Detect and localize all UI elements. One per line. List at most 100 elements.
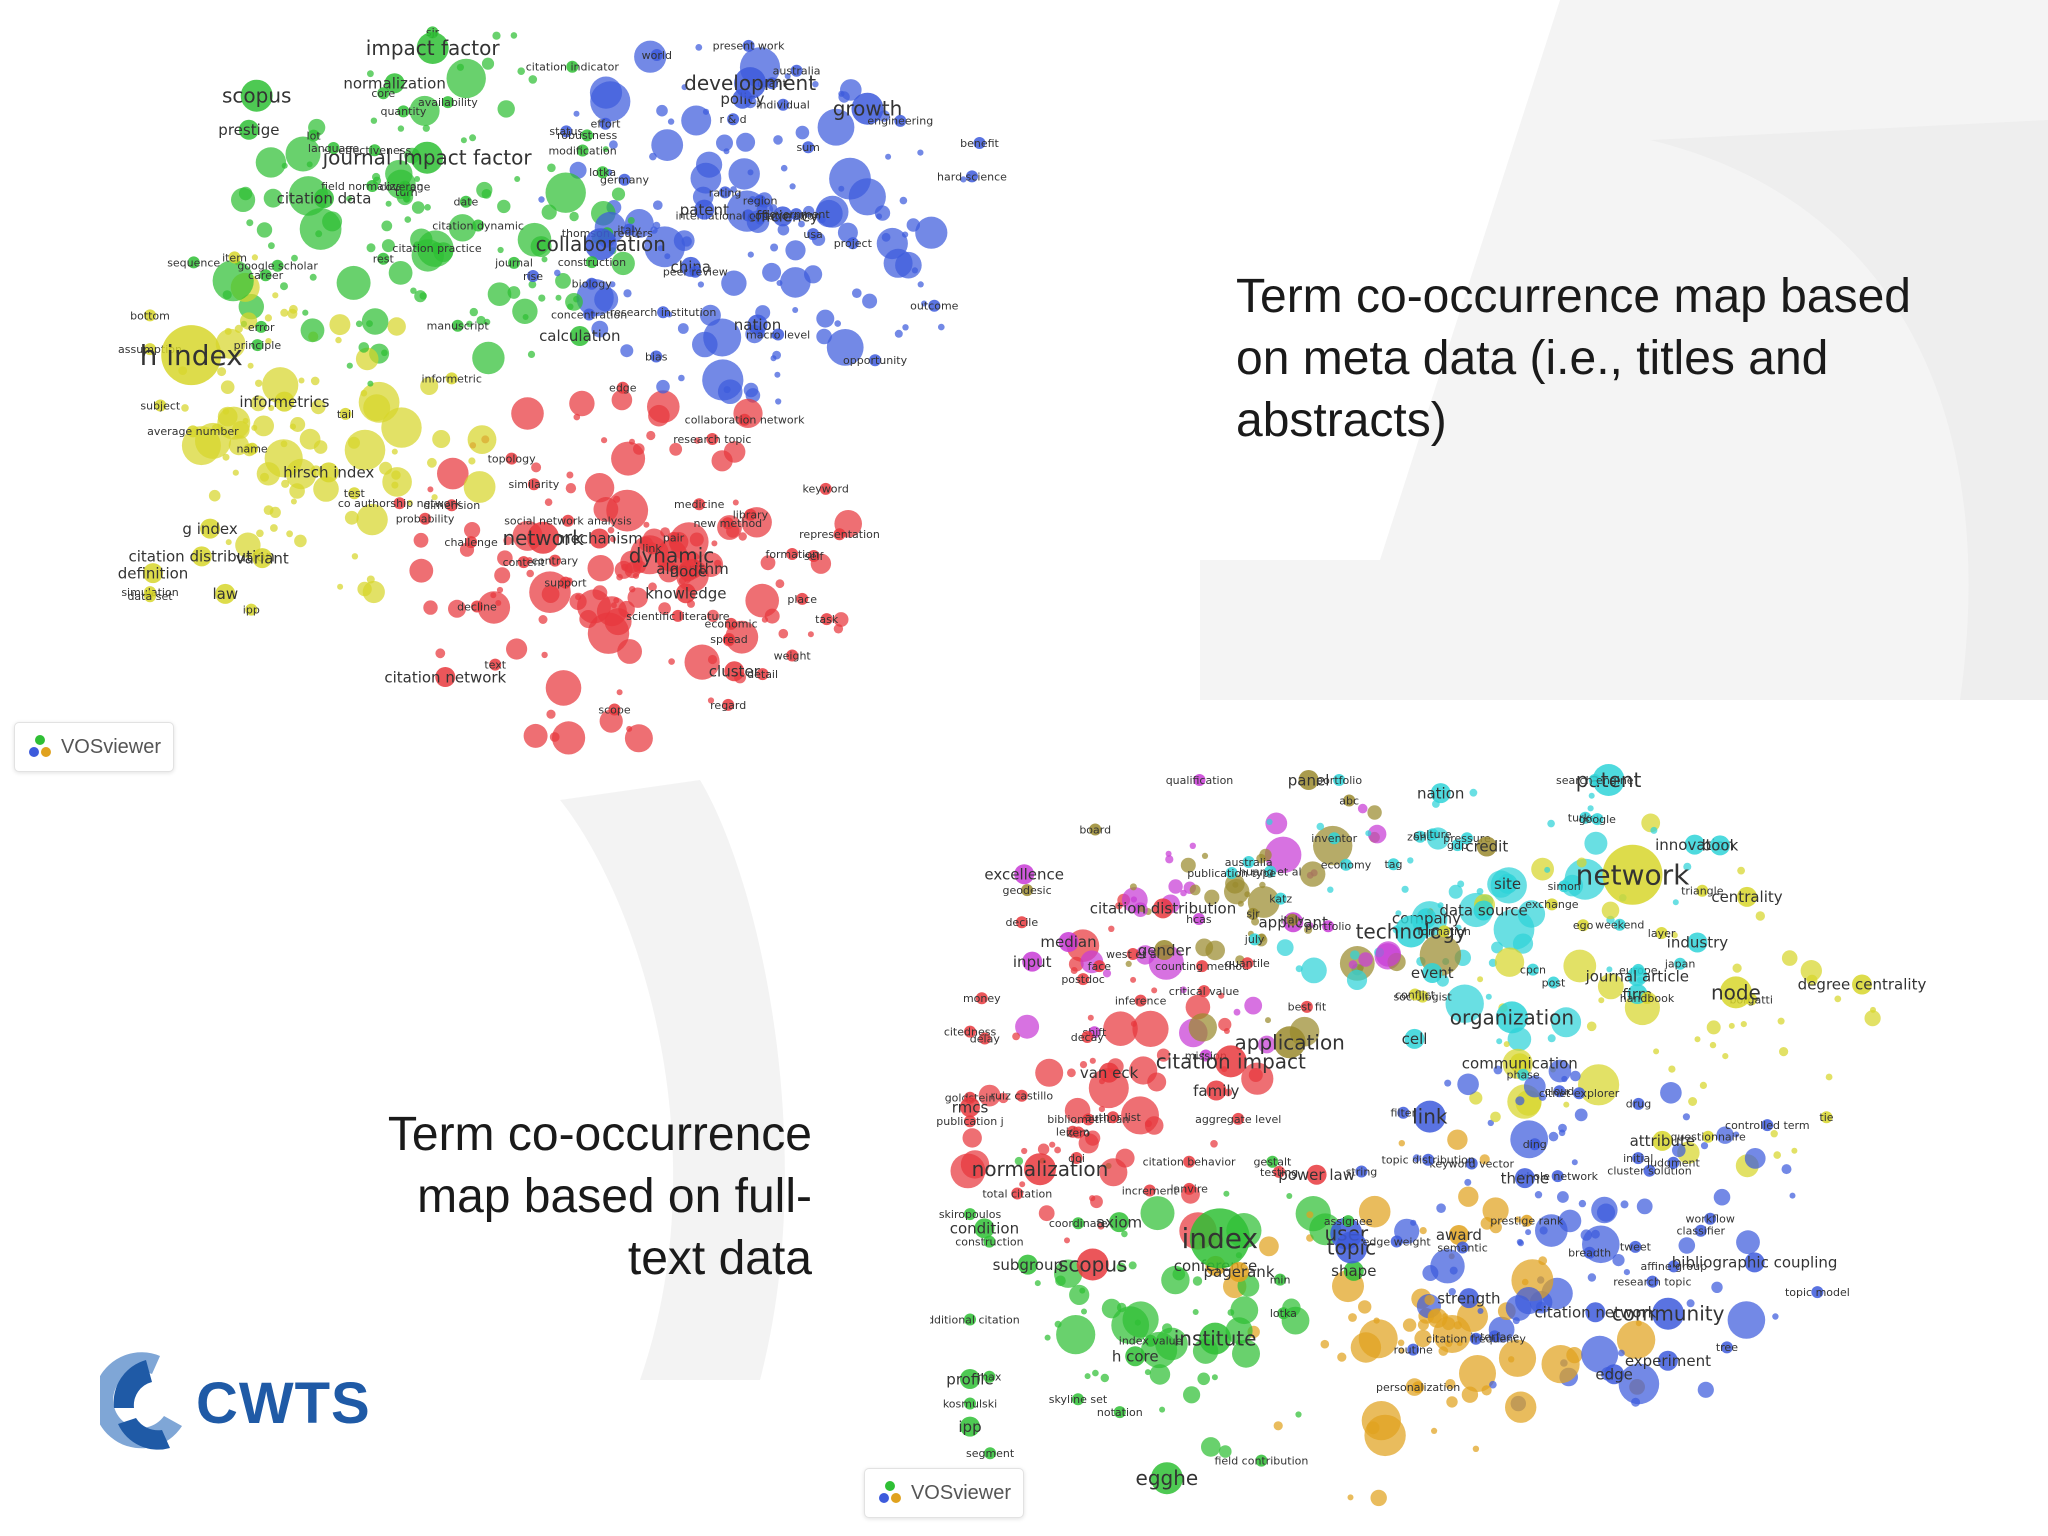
map-bubble xyxy=(1232,1339,1260,1368)
term-label: usa xyxy=(803,228,822,241)
map-bubble xyxy=(481,57,495,70)
map-bubble xyxy=(527,350,536,358)
term-bubble xyxy=(431,242,443,255)
map-bubble xyxy=(298,377,305,384)
term-label: west et al xyxy=(1106,948,1160,961)
term-label: nation xyxy=(734,316,781,334)
map-bubble xyxy=(1744,1148,1766,1169)
term-label: link xyxy=(642,542,662,555)
term-label: nation xyxy=(1417,784,1464,802)
term-bubble xyxy=(802,141,815,154)
map-bubble xyxy=(253,415,274,437)
term-label: core xyxy=(371,87,395,100)
map-bubble xyxy=(448,599,466,618)
map-bubble xyxy=(1034,1280,1041,1287)
map-bubble xyxy=(466,320,473,328)
map-bubble xyxy=(268,242,275,250)
map-bubble xyxy=(804,265,823,284)
term-bubble xyxy=(756,668,769,681)
map-bubble xyxy=(1487,1119,1494,1127)
map-bubble xyxy=(1115,902,1123,910)
map-bubble xyxy=(358,342,370,353)
term-label: journal impact factor xyxy=(322,146,533,170)
map-bubble xyxy=(611,251,635,276)
term-bubble xyxy=(964,1397,976,1410)
map-bubble xyxy=(497,550,513,566)
term-bubble xyxy=(964,1025,976,1038)
term-label: decile xyxy=(1005,916,1038,929)
map-bubble xyxy=(1653,1048,1660,1055)
term-bubble xyxy=(576,144,589,157)
term-label: panel xyxy=(1288,771,1330,789)
map-bubble xyxy=(366,575,375,584)
term-label: data set xyxy=(127,590,173,603)
map-bubble xyxy=(264,314,272,322)
term-bubble xyxy=(527,270,539,282)
term-bubble xyxy=(819,482,832,495)
term-label: lot xyxy=(307,129,322,142)
map-bubble xyxy=(1128,1261,1137,1270)
map-bubble xyxy=(361,308,389,335)
map-bubble xyxy=(1078,1133,1099,1154)
term-label: normalization xyxy=(972,1157,1109,1181)
term-bubble xyxy=(472,219,485,232)
map-bubble xyxy=(1055,1275,1066,1287)
term-bubble xyxy=(187,256,200,269)
map-bubble xyxy=(1102,969,1112,978)
term-label: content xyxy=(503,556,546,569)
term-bubble xyxy=(1704,1212,1717,1225)
map-bubble xyxy=(1551,1007,1582,1038)
term-label: index value xyxy=(1119,1335,1183,1348)
map-bubble xyxy=(634,40,667,73)
term-bubble xyxy=(846,237,859,250)
term-bubble xyxy=(1183,1182,1196,1195)
map-bubble xyxy=(300,318,325,343)
map-bubble xyxy=(385,160,413,188)
term-bubble xyxy=(251,339,264,352)
map-bubble xyxy=(1012,1032,1020,1041)
term-label: search engine xyxy=(1556,774,1634,787)
map-bubble xyxy=(397,125,405,132)
term-bubble xyxy=(1687,932,1708,953)
map-bubble xyxy=(1563,1101,1570,1108)
term-label: principle xyxy=(234,339,282,352)
map-bubble xyxy=(1358,952,1373,967)
map-bubble xyxy=(1130,896,1137,903)
term-bubble xyxy=(1206,1080,1227,1101)
term-label: event xyxy=(1411,964,1454,982)
map-bubble xyxy=(613,597,620,604)
term-label: social network analysis xyxy=(504,515,632,528)
map-bubble xyxy=(732,499,739,506)
map-bubble xyxy=(1770,1130,1778,1138)
term-bubble xyxy=(1274,892,1287,905)
term-label: concentration xyxy=(551,308,627,321)
map-bubble xyxy=(778,628,789,639)
map-bubble xyxy=(1515,1096,1525,1106)
term-bubble xyxy=(1553,1085,1566,1098)
map-bubble xyxy=(366,243,376,253)
term-bubble xyxy=(1072,1126,1085,1139)
map-bubble xyxy=(225,539,232,546)
map-bubble xyxy=(1781,950,1798,966)
term-bubble xyxy=(1667,1260,1680,1273)
map-bubble xyxy=(1660,1082,1682,1104)
term-bubble xyxy=(1696,884,1709,897)
map-bubble xyxy=(437,457,469,490)
map-bubble xyxy=(409,558,434,583)
term-bubble xyxy=(1497,873,1518,894)
map-bubble xyxy=(1162,1323,1173,1334)
map-bubble xyxy=(1347,1494,1354,1501)
map-bubble xyxy=(833,612,849,627)
term-bubble xyxy=(671,609,684,622)
term-bubble xyxy=(1657,1350,1678,1371)
map-bubble xyxy=(611,389,633,411)
term-label: author list xyxy=(1085,1111,1142,1124)
term-label: economy xyxy=(1321,859,1372,872)
map-bubble xyxy=(1189,842,1196,849)
term-label: mechanism xyxy=(556,530,643,548)
map-bubble xyxy=(469,307,478,317)
term-label: tag xyxy=(1384,858,1402,871)
map-bubble xyxy=(1576,857,1587,868)
map-bubble xyxy=(1183,1386,1201,1404)
